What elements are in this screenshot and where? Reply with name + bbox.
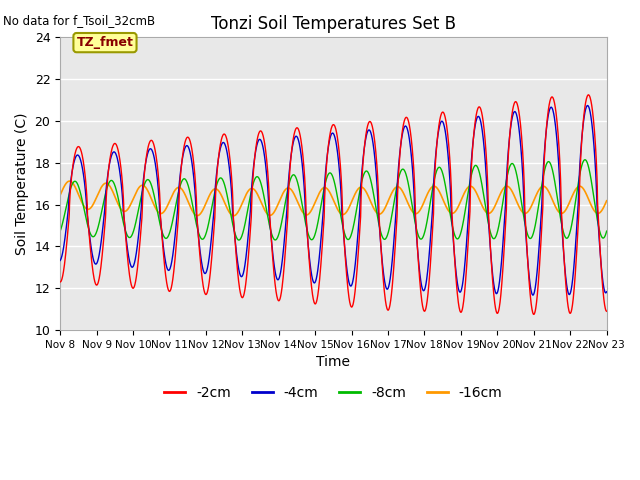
Y-axis label: Soil Temperature (C): Soil Temperature (C) xyxy=(15,112,29,255)
Title: Tonzi Soil Temperatures Set B: Tonzi Soil Temperatures Set B xyxy=(211,15,456,33)
Legend: -2cm, -4cm, -8cm, -16cm: -2cm, -4cm, -8cm, -16cm xyxy=(159,380,508,405)
X-axis label: Time: Time xyxy=(316,355,350,369)
Text: TZ_fmet: TZ_fmet xyxy=(77,36,133,49)
Text: No data for f_Tsoil_32cmB: No data for f_Tsoil_32cmB xyxy=(3,14,156,27)
